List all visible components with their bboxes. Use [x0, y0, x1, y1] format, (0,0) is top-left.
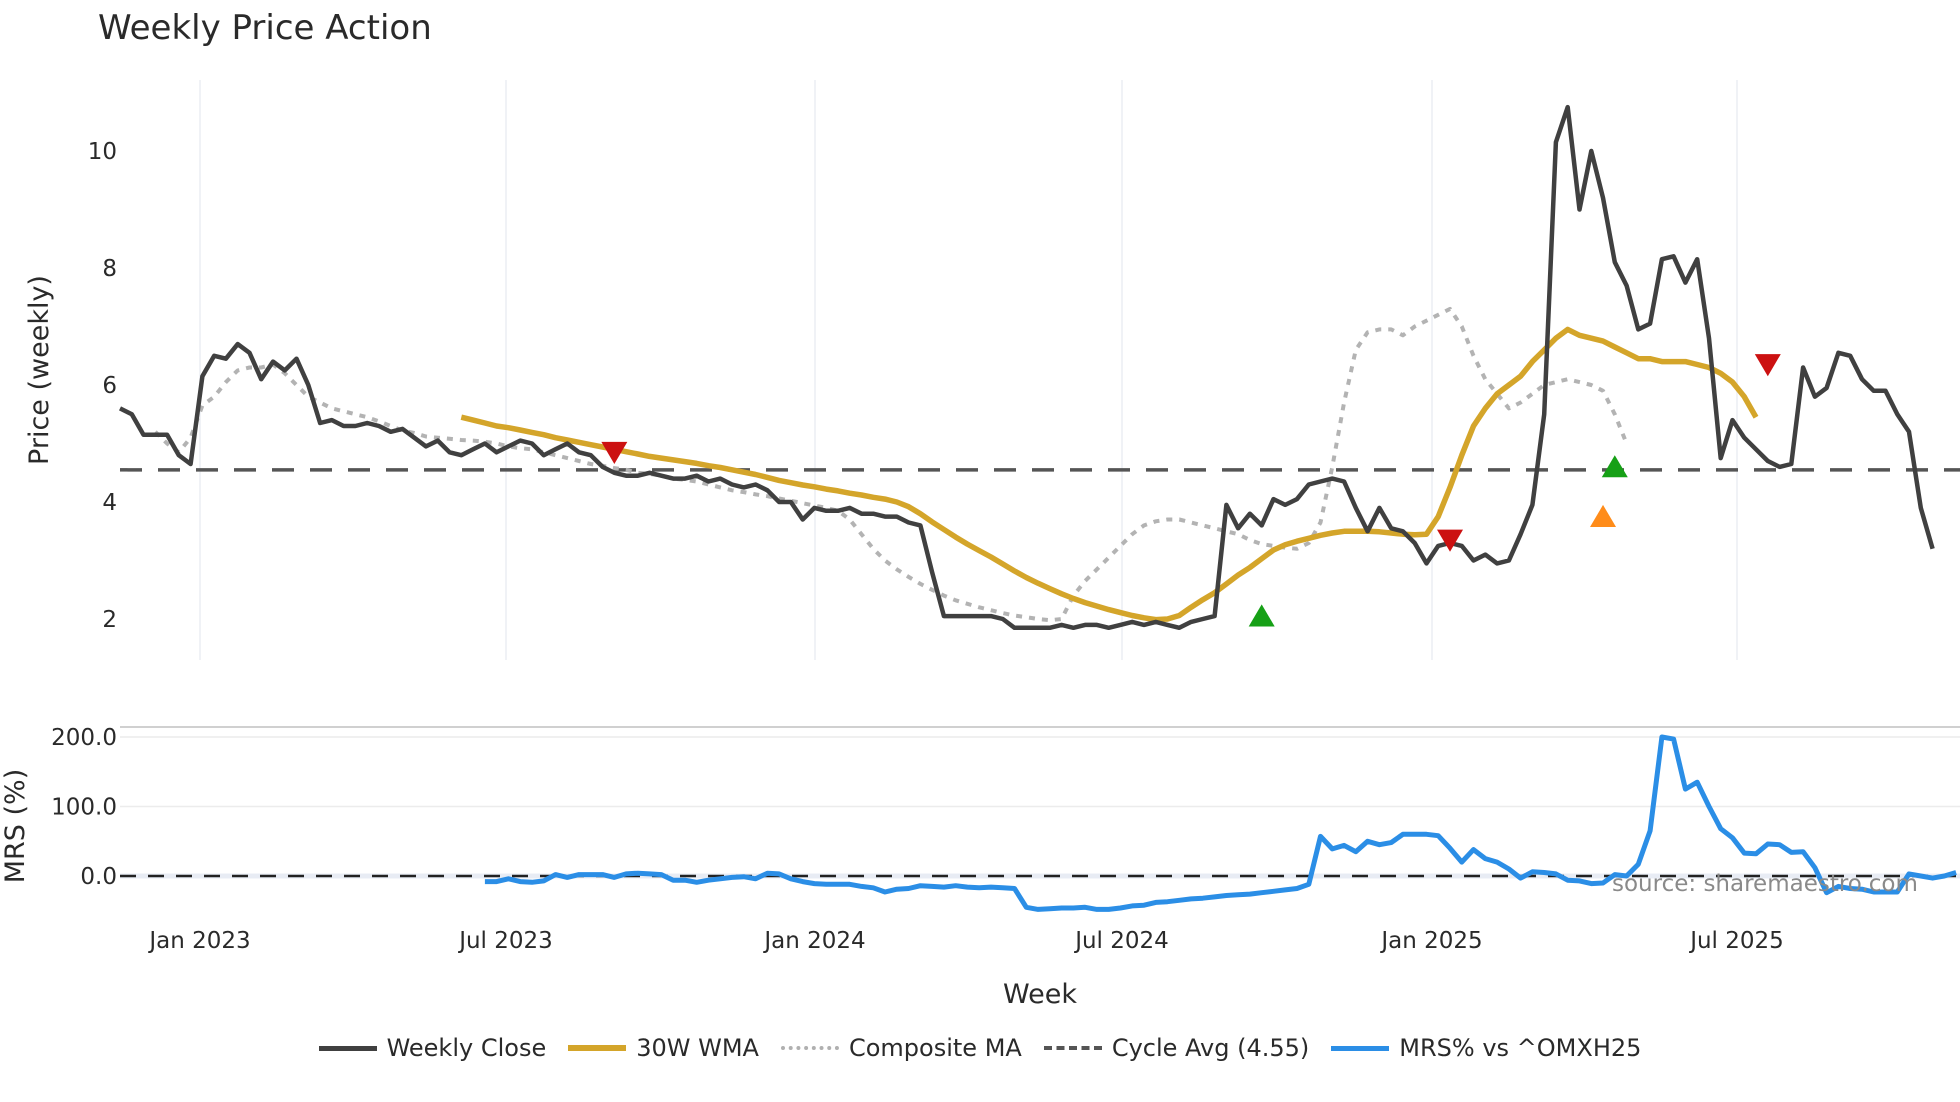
x-tick-label: Jan 2024: [762, 928, 865, 954]
buy-signal-triangle-up-icon: [1248, 604, 1275, 627]
mrs-tick-label: 100.0: [51, 795, 117, 821]
sell-signal-triangle-down-icon: [1437, 529, 1464, 552]
legend-item-cycle-avg[interactable]: Cycle Avg (4.55): [1043, 1034, 1310, 1062]
mrs-tick-label: 0.0: [80, 864, 117, 890]
source-watermark: source: sharemaestro.com: [1612, 871, 1918, 897]
series-composite-ma: [153, 306, 1629, 623]
buy-signal-triangle-up-icon: [1601, 455, 1628, 478]
mrs-axis-title: MRS (%): [0, 769, 31, 884]
mrs-tick-label: 200.0: [51, 725, 117, 751]
series-30w-wma: [460, 326, 1759, 623]
dashed-line-swatch-icon: [1043, 1046, 1102, 1050]
price-tick-label: 8: [102, 256, 117, 282]
sell-signal-triangle-down-icon: [1754, 354, 1781, 377]
legend: Weekly Close 30W WMA Composite MA Cycle …: [0, 1034, 1960, 1062]
solid-line-swatch-icon: [568, 1045, 627, 1051]
legend-item-30w-wma[interactable]: 30W WMA: [568, 1034, 759, 1062]
series-weekly-close: [118, 104, 1935, 631]
x-tick-label: Jan 2023: [147, 928, 250, 954]
x-tick-label: Jul 2023: [457, 928, 553, 954]
legend-item-weekly-close[interactable]: Weekly Close: [318, 1034, 547, 1062]
price-tick-label: 6: [102, 373, 117, 399]
price-tick-label: 4: [102, 490, 117, 516]
x-tick-label: Jul 2024: [1073, 928, 1169, 954]
x-tick-label: Jan 2025: [1379, 928, 1482, 954]
x-axis-title: Week: [1003, 979, 1077, 1010]
price-tick-label: 2: [102, 607, 117, 633]
solid-line-swatch-icon: [1331, 1045, 1390, 1051]
price-tick-label: 10: [88, 139, 117, 165]
legend-label: 30W WMA: [636, 1034, 759, 1062]
legend-label: Weekly Close: [386, 1034, 547, 1062]
chart-title: Weekly Price Action: [98, 8, 432, 48]
sell-signal-triangle-down-icon: [601, 441, 628, 464]
legend-label: Cycle Avg (4.55): [1111, 1034, 1310, 1062]
dotted-line-swatch-icon: [780, 1046, 839, 1050]
legend-label: MRS% vs ^OMXH25: [1399, 1034, 1642, 1062]
solid-line-swatch-icon: [318, 1045, 377, 1051]
series-mrs-vs-omxh25: [484, 734, 1957, 912]
price-axis-title: Price (weekly): [24, 275, 55, 465]
legend-item-composite-ma[interactable]: Composite MA: [780, 1034, 1022, 1062]
warning-signal-triangle-up-icon: [1590, 504, 1617, 528]
x-tick-label: Jul 2025: [1688, 928, 1784, 954]
legend-label: Composite MA: [848, 1034, 1022, 1062]
legend-item-mrs[interactable]: MRS% vs ^OMXH25: [1331, 1034, 1641, 1062]
